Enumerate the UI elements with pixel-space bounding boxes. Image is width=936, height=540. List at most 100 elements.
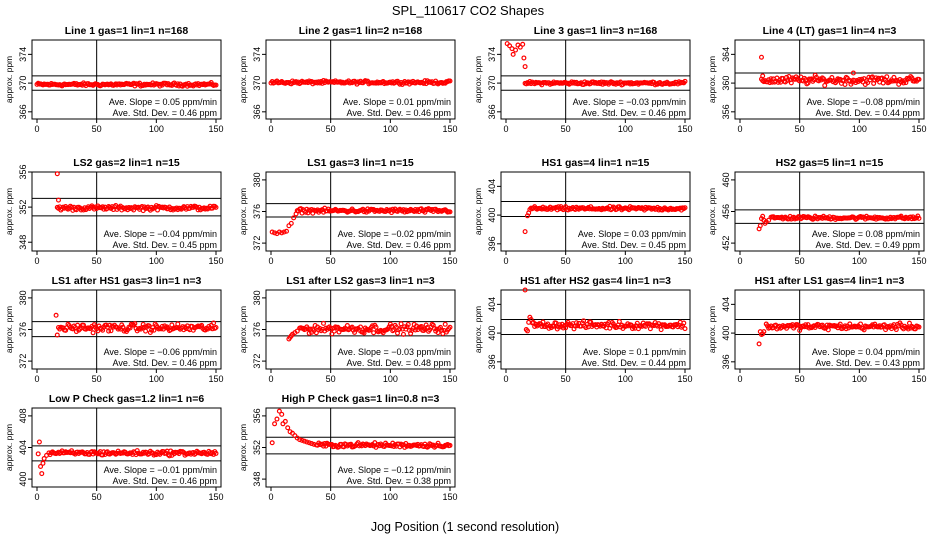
data-point — [761, 329, 767, 335]
y-tick-label: 348 — [18, 235, 28, 250]
panel-title: LS1 gas=3 lin=1 n=15 — [307, 157, 414, 169]
y-tick-label: 456 — [721, 204, 731, 219]
data-point — [397, 326, 403, 332]
std-dev-annotation: Ave. Std. Dev. = 0.38 ppm — [347, 476, 451, 486]
figure-x-label: Jog Position (1 second resolution) — [371, 520, 559, 534]
x-tick-label: 150 — [911, 256, 926, 266]
y-tick-label: 372 — [252, 354, 262, 369]
plot-frame — [734, 39, 925, 120]
panel-2: Line 2 gas=1 lin=2 n=168 0 50 100 150 366 370 3… — [238, 25, 458, 134]
data-point — [272, 421, 278, 427]
data-point — [361, 330, 367, 336]
data-point — [872, 77, 878, 83]
data-point — [328, 326, 334, 332]
data-point — [616, 319, 622, 325]
panel-8: HS2 gas=5 lin=1 n=15 0 50 100 150 452 456 460 ap… — [707, 157, 927, 266]
plot-frame — [500, 39, 691, 120]
data-point — [809, 76, 815, 82]
data-point — [301, 438, 307, 444]
x-tick-label: 50 — [92, 374, 102, 384]
y-tick-label: 370 — [252, 76, 262, 91]
x-tick-label: 150 — [442, 374, 457, 384]
x-tick-label: 50 — [326, 256, 336, 266]
plot-frame — [734, 289, 925, 370]
y-tick-label: 348 — [252, 472, 262, 487]
x-tick-label: 100 — [618, 124, 633, 134]
data-point — [522, 64, 528, 70]
y-tick-label: 404 — [721, 297, 731, 312]
plot-frame — [265, 39, 456, 120]
data-point — [279, 230, 285, 236]
data-point — [422, 441, 428, 447]
data-point — [447, 78, 453, 84]
std-dev-annotation: Ave. Std. Dev. = 0.46 ppm — [347, 108, 451, 118]
x-tick-label: 50 — [326, 124, 336, 134]
y-tick-label: 356 — [721, 104, 731, 119]
data-point — [916, 76, 922, 82]
data-point — [281, 229, 287, 235]
data-point — [447, 442, 453, 448]
data-point — [766, 217, 772, 223]
data-point — [522, 229, 528, 235]
panel-title: Low P Check gas=1.2 lin=1 n=6 — [49, 393, 204, 405]
data-point — [139, 204, 145, 210]
x-tick-label: 0 — [268, 256, 273, 266]
data-point — [524, 328, 530, 334]
x-tick-label: 0 — [503, 374, 508, 384]
data-point — [540, 319, 546, 325]
slope-annotation: Ave. Slope = 0.08 ppm/min — [812, 229, 920, 239]
data-point — [329, 331, 335, 337]
data-point — [269, 229, 275, 235]
panel-title: HS1 after LS1 gas=4 lin=1 n=3 — [755, 275, 905, 287]
data-point — [757, 223, 763, 229]
x-tick-label: 0 — [268, 124, 273, 134]
x-tick-label: 0 — [34, 374, 39, 384]
std-dev-annotation: Ave. Std. Dev. = 0.46 ppm — [582, 108, 686, 118]
x-tick-label: 100 — [149, 492, 164, 502]
data-point — [276, 229, 282, 235]
y-tick-label: 380 — [252, 172, 262, 187]
data-point — [151, 327, 157, 333]
panel-title: Line 2 gas=1 lin=2 n=168 — [299, 25, 423, 37]
data-point — [400, 331, 406, 337]
data-point — [175, 321, 181, 327]
x-tick-label: 150 — [208, 374, 223, 384]
data-point — [213, 204, 219, 210]
x-tick-label: 100 — [383, 374, 398, 384]
data-point — [106, 328, 112, 334]
data-point — [522, 287, 528, 293]
panel-10: LS1 after LS2 gas=3 lin=1 n=3 0 50 100 150 37… — [238, 275, 458, 384]
x-tick-label: 50 — [326, 374, 336, 384]
x-tick-label: 100 — [618, 256, 633, 266]
data-point — [879, 75, 885, 81]
data-point — [284, 228, 290, 234]
x-tick-label: 0 — [34, 492, 39, 502]
y-axis-label: approx. ppm — [4, 188, 14, 235]
y-tick-label: 408 — [18, 408, 28, 423]
plot-frame — [31, 171, 222, 252]
data-point — [269, 440, 275, 446]
x-tick-label: 50 — [561, 374, 571, 384]
data-point — [304, 439, 310, 445]
data-point — [313, 330, 319, 336]
data-point — [279, 411, 285, 417]
data-point — [190, 327, 196, 333]
x-tick-label: 50 — [795, 124, 805, 134]
y-tick-label: 364 — [721, 47, 731, 62]
data-point — [916, 215, 922, 221]
x-tick-label: 150 — [677, 374, 692, 384]
x-tick-label: 50 — [561, 124, 571, 134]
figure-title: SPL_110617 CO2 Shapes — [392, 3, 545, 18]
x-tick-label: 0 — [737, 124, 742, 134]
panel-11: HS1 after HS2 gas=4 lin=1 n=3 0 50 100 150 39… — [473, 275, 693, 384]
x-tick-label: 100 — [383, 492, 398, 502]
x-tick-label: 0 — [737, 374, 742, 384]
y-axis-label: approx. ppm — [4, 424, 14, 471]
y-tick-label: 352 — [252, 440, 262, 455]
data-point — [132, 321, 138, 327]
y-tick-label: 396 — [487, 236, 497, 251]
x-tick-label: 150 — [911, 374, 926, 384]
y-tick-label: 460 — [721, 172, 731, 187]
panel-title: LS1 after HS1 gas=3 lin=1 n=3 — [52, 275, 202, 287]
x-tick-label: 150 — [911, 124, 926, 134]
